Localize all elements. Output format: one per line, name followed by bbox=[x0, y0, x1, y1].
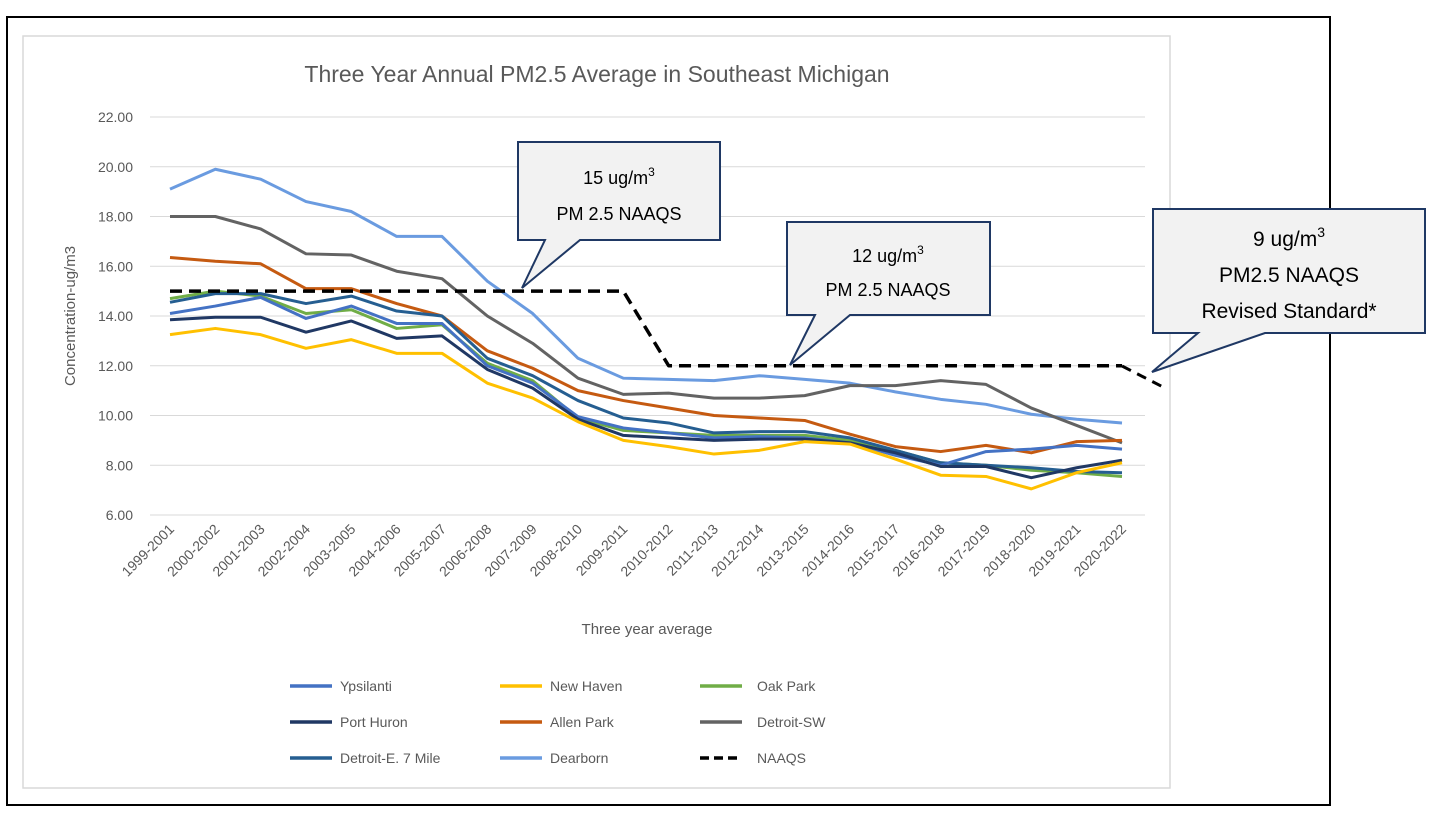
svg-text:PM 2.5 NAAQS: PM 2.5 NAAQS bbox=[556, 204, 681, 224]
y-tick-label: 8.00 bbox=[106, 457, 133, 473]
callout-9-revised-standard: 9 ug/m3 PM2.5 NAAQS Revised Standard* bbox=[1151, 208, 1426, 373]
legend-label: Detroit-SW bbox=[757, 714, 826, 730]
series-line-naaqs bbox=[170, 289, 1122, 368]
svg-text:15 ug/m3: 15 ug/m3 bbox=[583, 165, 655, 188]
legend-label: New Haven bbox=[550, 678, 622, 694]
series-line-new-haven bbox=[169, 326, 1123, 491]
y-tick-label: 18.00 bbox=[98, 209, 133, 225]
legend-label: NAAQS bbox=[757, 750, 806, 766]
svg-text:PM2.5 NAAQS: PM2.5 NAAQS bbox=[1219, 264, 1359, 287]
legend-label: Oak Park bbox=[757, 678, 816, 694]
y-tick-label: 6.00 bbox=[106, 507, 133, 523]
legend-item: Ypsilanti bbox=[290, 678, 392, 694]
y-tick-label: 16.00 bbox=[98, 258, 133, 274]
series-line-dearborn bbox=[169, 167, 1123, 425]
series-line-detroit-e-7-mile bbox=[169, 292, 1123, 475]
callout-15-naaqs: 15 ug/m3 PM 2.5 NAAQS bbox=[517, 141, 721, 289]
svg-text:Revised Standard*: Revised Standard* bbox=[1201, 300, 1376, 323]
y-tick-label: 12.00 bbox=[98, 358, 133, 374]
y-tick-label: 22.00 bbox=[98, 109, 133, 125]
legend-item: Allen Park bbox=[500, 714, 615, 730]
x-axis-label: Three year average bbox=[582, 621, 713, 638]
legend-item: NAAQS bbox=[700, 750, 806, 766]
legend-item: New Haven bbox=[500, 678, 622, 694]
legend-item: Dearborn bbox=[500, 750, 608, 766]
chart-title: Three Year Annual PM2.5 Average in South… bbox=[304, 61, 889, 87]
svg-text:PM 2.5 NAAQS: PM 2.5 NAAQS bbox=[825, 280, 950, 300]
y-tick-label: 10.00 bbox=[98, 408, 133, 424]
y-tick-label: 14.00 bbox=[98, 308, 133, 324]
series-line-ypsilanti bbox=[169, 295, 1123, 467]
legend-item: Detroit-SW bbox=[700, 714, 826, 730]
series-line-detroit-sw bbox=[170, 215, 1123, 445]
legend-item: Oak Park bbox=[700, 678, 816, 694]
y-axis-label: Concentration-ug/m3 bbox=[62, 246, 79, 386]
svg-text:12 ug/m3: 12 ug/m3 bbox=[852, 243, 924, 266]
svg-text:9 ug/m3: 9 ug/m3 bbox=[1253, 224, 1325, 251]
series-line-allen-park bbox=[169, 256, 1123, 455]
legend-label: Detroit-E. 7 Mile bbox=[340, 750, 441, 766]
legend-label: Port Huron bbox=[340, 714, 408, 730]
series-line-port-huron bbox=[169, 315, 1123, 480]
legend-item: Detroit-E. 7 Mile bbox=[290, 750, 441, 766]
legend-item: Port Huron bbox=[290, 714, 408, 730]
y-tick-label: 20.00 bbox=[98, 159, 133, 175]
naaqs-extension-line bbox=[1121, 364, 1166, 390]
legend-label: Ypsilanti bbox=[340, 678, 392, 694]
callout-12-naaqs: 12 ug/m3 PM 2.5 NAAQS bbox=[786, 221, 991, 366]
legend-label: Allen Park bbox=[550, 714, 615, 730]
legend-label: Dearborn bbox=[550, 750, 608, 766]
